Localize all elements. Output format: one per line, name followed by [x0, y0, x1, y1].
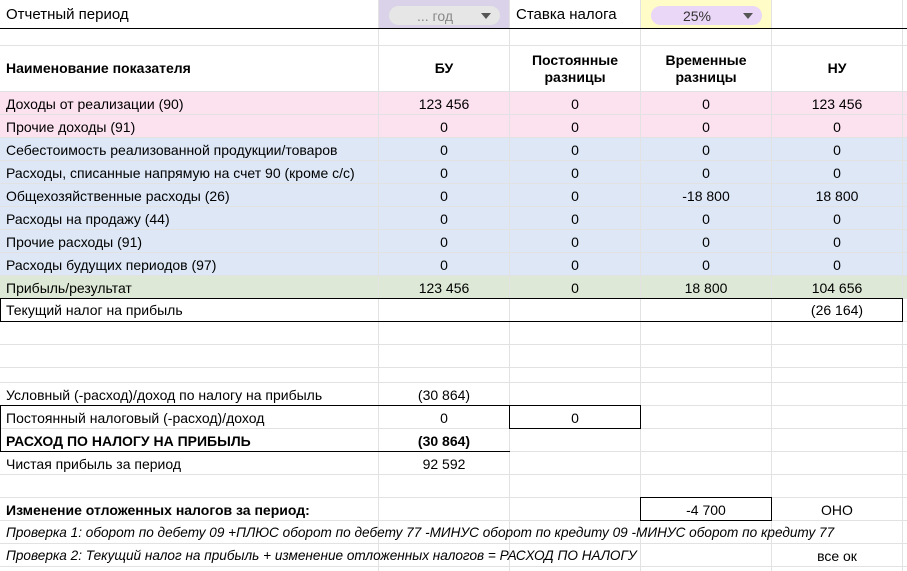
permanent-perm-box [509, 405, 641, 429]
header-perm: Постоянные разницы [531, 51, 619, 85]
expense-label: РАСХОД ПО НАЛОГУ НА ПРИБЫЛЬ [6, 432, 251, 449]
deferred-value-box [640, 497, 772, 521]
row-bu: 0 [440, 187, 448, 204]
period-dropdown-value: ... год [416, 7, 453, 24]
row-perm: 0 [571, 256, 579, 273]
conditional-bu: (30 864) [417, 386, 471, 403]
row-perm: 0 [571, 233, 579, 250]
row-nu: 0 [833, 164, 841, 181]
row-temp: 0 [702, 210, 710, 227]
tax-rate-dropdown[interactable]: 25% [651, 6, 762, 25]
header-temp: Временные разницы [665, 51, 747, 85]
row-temp: -18 800 [682, 187, 730, 204]
permanent-label: Постоянный налоговый (-расход)/доход [6, 409, 265, 426]
deferred-value: -4 700 [686, 501, 726, 518]
row-bu: 0 [440, 118, 448, 135]
net-profit-label: Чистая прибыль за период [6, 455, 181, 472]
header-nu: НУ [827, 60, 847, 76]
row-nu: 123 456 [811, 95, 863, 112]
profit-band [0, 276, 907, 299]
row-perm: 0 [571, 279, 579, 296]
row-bu: 0 [440, 233, 448, 250]
row-perm: 0 [571, 210, 579, 227]
row-bu: 0 [440, 141, 448, 158]
row-nu: 0 [833, 210, 841, 227]
current-tax-box [0, 298, 903, 322]
row-perm: 0 [571, 118, 579, 135]
current-tax-nu: (26 164) [810, 302, 864, 318]
expense-bu: (30 864) [417, 432, 471, 449]
row-temp: 0 [702, 164, 710, 181]
row-bu: 123 456 [418, 95, 470, 112]
header-divider [0, 28, 907, 29]
check-1-text: Проверка 1: оборот по дебету 09 +ПЛЮС об… [6, 525, 835, 540]
header-name: Наименование показателя [6, 60, 191, 76]
row-name: Расходы, списанные напрямую на счет 90 (… [6, 164, 355, 181]
header-bu: БУ [434, 60, 454, 76]
row-temp: 0 [702, 95, 710, 112]
row-bu: 0 [440, 164, 448, 181]
deferred-type: ОНО [821, 501, 853, 518]
row-bu: 0 [440, 256, 448, 273]
row-name: Себестоимость реализованной продукции/то… [6, 141, 338, 158]
chevron-down-icon [743, 12, 753, 19]
tax-rate-label: Ставка налога [516, 6, 617, 23]
row-bu: 123 456 [418, 279, 470, 296]
row-name: Доходы от реализации (90) [6, 95, 184, 112]
row-nu: 0 [833, 118, 841, 135]
deferred-label: Изменение отложенных налогов за период: [6, 501, 310, 518]
row-temp: 0 [702, 118, 710, 135]
permanent-perm: 0 [571, 409, 579, 426]
conditional-label: Условный (-расход)/доход по налогу на пр… [6, 386, 323, 403]
row-name: Расходы будущих периодов (97) [6, 256, 217, 273]
row-nu: 104 656 [811, 279, 863, 296]
row-nu: 0 [833, 141, 841, 158]
period-label: Отчетный период [6, 6, 129, 23]
row-temp: 0 [702, 256, 710, 273]
row-perm: 0 [571, 164, 579, 181]
income-band [0, 92, 907, 138]
check-2-text: Проверка 2: Текущий налог на прибыль + и… [6, 548, 637, 563]
current-tax-label: Текущий налог на прибыль [6, 302, 183, 318]
row-bu: 0 [440, 210, 448, 227]
row-perm: 0 [571, 187, 579, 204]
row-name: Прибыль/результат [6, 279, 132, 296]
row-nu: 0 [833, 256, 841, 273]
check-2-result: все ок [817, 547, 857, 564]
row-nu: 18 800 [815, 187, 859, 204]
row-perm: 0 [571, 141, 579, 158]
net-profit-bu: 92 592 [422, 455, 466, 472]
row-name: Общехозяйственные расходы (26) [6, 187, 230, 204]
period-dropdown[interactable]: ... год [389, 6, 500, 25]
permanent-label-box [0, 405, 510, 452]
row-temp: 18 800 [684, 279, 728, 296]
tax-rate-dropdown-value: 25% [682, 7, 712, 24]
row-name: Прочие доходы (91) [6, 118, 136, 135]
row-temp: 0 [702, 141, 710, 158]
chevron-down-icon [481, 12, 491, 19]
row-name: Прочие расходы (91) [6, 233, 143, 250]
row-name: Расходы на продажу (44) [6, 210, 170, 227]
permanent-bu: 0 [440, 409, 448, 426]
row-perm: 0 [571, 95, 579, 112]
row-nu: 0 [833, 233, 841, 250]
row-temp: 0 [702, 233, 710, 250]
expense-band [0, 138, 907, 276]
